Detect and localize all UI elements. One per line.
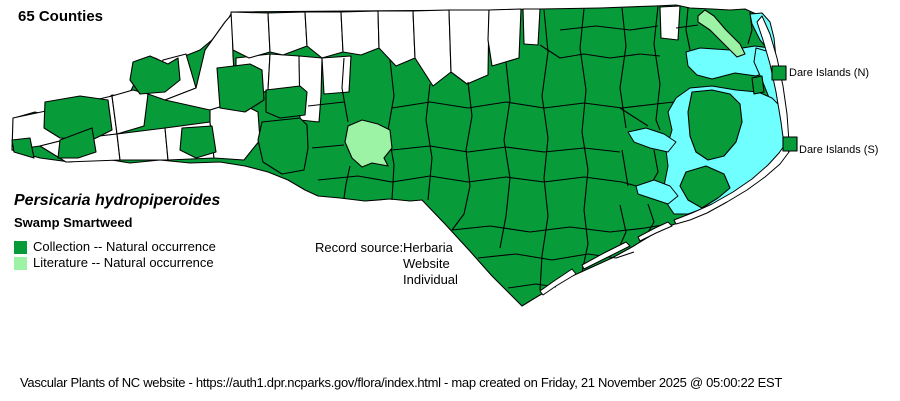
dare-islands-south-marker	[782, 136, 798, 152]
coastal-peninsulas-collection	[679, 75, 765, 209]
counties-collection-west	[11, 55, 309, 175]
dare-islands-north-marker	[771, 65, 787, 81]
dare-islands-south-label: Dare Islands (S)	[799, 144, 879, 156]
species-common-name: Swamp Smartweed	[14, 215, 133, 230]
dare-islands-markers	[771, 65, 798, 152]
legend-label-collection: Collection -- Natural occurrence	[33, 239, 216, 254]
collection-swatch-icon	[14, 240, 27, 254]
legend-item-collection: Collection -- Natural occurrence	[14, 240, 216, 254]
counties-literature	[344, 9, 746, 168]
counties-no-record-north	[230, 5, 681, 123]
record-source-label: Record source:	[315, 240, 404, 255]
county-count-title: 65 Counties	[18, 8, 104, 25]
dare-islands-north-label: Dare Islands (N)	[789, 67, 870, 79]
species-scientific-name: Persicaria hydropiperoides	[14, 192, 221, 209]
county-boundary-lines	[307, 5, 753, 291]
record-source-values: Herbaria Website Individual	[403, 240, 458, 287]
literature-swatch-icon	[14, 256, 27, 270]
barrier-islands	[539, 15, 790, 296]
legend-label-literature: Literature -- Natural occurrence	[33, 255, 214, 270]
footer-attribution: Vascular Plants of NC website - https://…	[20, 375, 783, 390]
legend-item-literature: Literature -- Natural occurrence	[14, 256, 214, 270]
